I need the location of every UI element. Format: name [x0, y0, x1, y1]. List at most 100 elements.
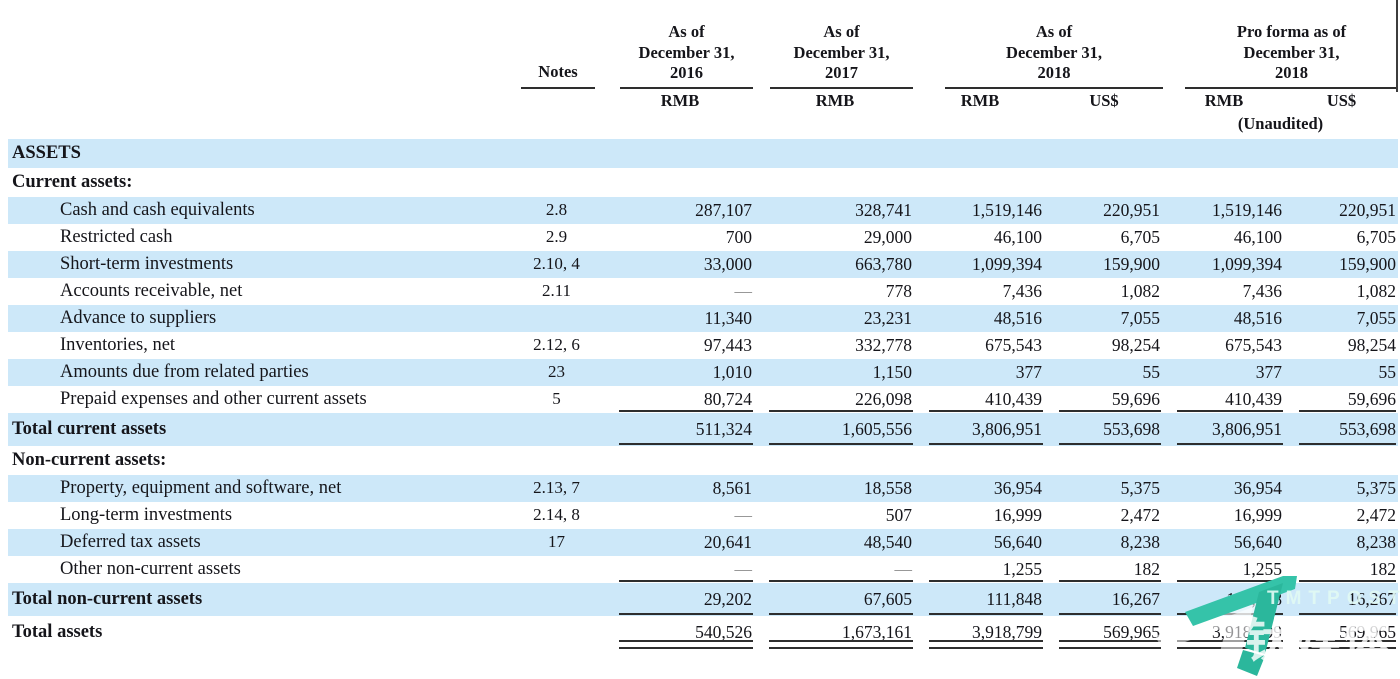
row-label: Amounts due from related parties — [8, 358, 508, 386]
table-row: Inventories, net 2.12, 6 97,443 332,778 675,… — [8, 332, 1398, 359]
row-value: 111,848 — [1163, 582, 1285, 616]
row-value: 8,561 — [605, 474, 755, 502]
row-value: 1,255 — [915, 556, 1045, 583]
row-label: Current assets: — [12, 171, 133, 192]
table-row: Other non-current assets — —1,255 182 1,255 1… — [8, 556, 1398, 583]
row-value: 7,436 — [1242, 280, 1282, 301]
row-value: 328,741 — [755, 196, 915, 224]
spacer — [508, 114, 605, 139]
row-value: — — [734, 504, 753, 525]
row-value: 48,516 — [915, 304, 1045, 332]
row-value: — — [755, 556, 915, 583]
table-row: Property, equipment and software, net 2.1… — [8, 474, 1398, 502]
row-note — [508, 582, 605, 616]
row-value: 3,918,799 — [1163, 616, 1285, 649]
row-label: Inventories, net — [60, 334, 176, 355]
row-value — [1285, 138, 1398, 168]
currency-label-usd-2018: US$ — [1089, 91, 1119, 111]
row-value: 220,951 — [1285, 196, 1398, 224]
row-value: — — [734, 280, 753, 301]
row-value — [1285, 168, 1398, 197]
row-value: 220,951 — [1045, 196, 1163, 224]
row-value: 5,375 — [1045, 474, 1163, 502]
row-value — [755, 138, 915, 168]
row-note — [508, 138, 605, 168]
row-value — [1285, 446, 1398, 475]
row-value: 2,472 — [1356, 504, 1396, 525]
row-value: 778 — [885, 280, 912, 301]
row-note — [508, 412, 605, 446]
spacer — [8, 89, 508, 114]
row-note — [508, 168, 605, 197]
table-row: Amounts due from related parties 23 1,010 1… — [8, 358, 1398, 386]
table-row: Restricted cash 2.9 700 29,000 46,100 6,705 46… — [8, 224, 1398, 251]
table-row: Total non-current assets 29,202 67,605 111,… — [8, 582, 1398, 616]
row-value: 56,640 — [1163, 528, 1285, 556]
table-row: Deferred tax assets 17 20,641 48,540 56,640 8… — [8, 528, 1398, 556]
table-row: Prepaid expenses and other current asset… — [8, 386, 1398, 413]
row-value: 16,267 — [1045, 582, 1163, 616]
spacer — [1045, 114, 1163, 139]
spacer — [508, 89, 605, 114]
notes-label: Notes — [538, 62, 578, 82]
row-value: 6,705 — [1356, 226, 1396, 247]
unaudited-row: (Unaudited) — [8, 114, 1398, 139]
row-value: 8,238 — [1045, 528, 1163, 556]
row-value: 97,443 — [703, 334, 752, 355]
row-value: 111,848 — [915, 582, 1045, 616]
row-note — [508, 556, 605, 583]
row-value: 3,806,951 — [1163, 412, 1285, 446]
page-edge-line — [1396, 0, 1398, 92]
row-value: 16,999 — [993, 504, 1042, 525]
table-row: Total current assets 511,324 1,605,556 3,80… — [8, 412, 1398, 446]
table-row: Long-term investments 2.14, 8 — 507 16,999 2,… — [8, 502, 1398, 529]
group-title-line: As of — [668, 22, 705, 41]
row-label: Short-term investments — [8, 250, 508, 278]
table-row: Cash and cash equivalents 2.8 287,107 328,7… — [8, 196, 1398, 224]
row-note: 2.14, 8 — [533, 505, 580, 525]
row-value: 553,698 — [1045, 412, 1163, 446]
row-value: 20,641 — [605, 528, 755, 556]
table-row: Accounts receivable, net 2.11 — 778 7,436 1,0… — [8, 278, 1398, 305]
row-label: Other non-current assets — [60, 558, 241, 579]
row-value: 46,100 — [993, 226, 1042, 247]
row-value: 29,202 — [605, 582, 755, 616]
row-value: 663,780 — [755, 250, 915, 278]
row-value: 410,439 — [1163, 386, 1285, 413]
row-value: 55 — [1045, 358, 1163, 386]
row-note: 2.10, 4 — [508, 250, 605, 278]
row-label: Property, equipment and software, net — [8, 474, 508, 502]
currency-header-row: RMB RMB RMB US$ RMB US$ — [8, 89, 1398, 114]
spacer — [8, 114, 508, 139]
row-value: 7,436 — [1002, 280, 1042, 301]
row-value: 16,267 — [1285, 582, 1398, 616]
row-value: 182 — [1285, 556, 1398, 583]
row-value — [605, 168, 755, 197]
row-value: 1,519,146 — [915, 196, 1045, 224]
row-value: 507 — [885, 504, 912, 525]
row-value: 569,965 — [1285, 616, 1398, 649]
row-value: 48,540 — [755, 528, 915, 556]
row-label: Deferred tax assets — [8, 528, 508, 556]
row-value: 1,099,394 — [1163, 250, 1285, 278]
row-value: 159,900 — [1045, 250, 1163, 278]
row-value: 159,900 — [1285, 250, 1398, 278]
row-value — [915, 168, 1045, 197]
currency-label-rmb-proforma: RMB — [1204, 91, 1244, 111]
row-value: 569,965 — [1045, 616, 1163, 649]
row-note: 2.13, 7 — [508, 474, 605, 502]
row-value: 59,696 — [1285, 386, 1398, 413]
notes-column-header: Notes — [508, 22, 605, 89]
row-value: 46,100 — [1233, 226, 1282, 247]
row-value: 3,806,951 — [915, 412, 1045, 446]
column-group-2018: As of December 31, 2018 — [915, 22, 1163, 89]
row-value: 540,526 — [605, 616, 755, 649]
row-value: 5,375 — [1285, 474, 1398, 502]
row-value — [755, 168, 915, 197]
group-title-line: December 31, — [793, 42, 890, 62]
column-group-2017: As of December 31, 2017 — [755, 22, 915, 89]
balance-sheet-table: Notes As of December 31, 2016 As of Dece… — [8, 22, 1398, 649]
row-value — [1045, 168, 1163, 197]
row-value: 16,999 — [1233, 504, 1282, 525]
table-body: ASSETS Current assets: Cash and cash equiv… — [8, 138, 1398, 649]
